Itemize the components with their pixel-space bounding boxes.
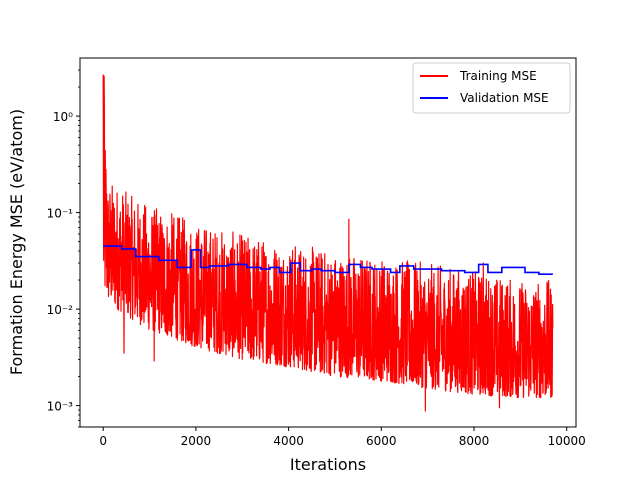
x-axis-title: Iterations	[290, 455, 366, 474]
y-tick-label: 10⁰	[53, 110, 73, 124]
x-tick-label: 2000	[181, 434, 212, 448]
x-tick-label: 4000	[273, 434, 304, 448]
x-tick-label: 8000	[459, 434, 490, 448]
x-tick-label: 10000	[548, 434, 586, 448]
legend-training-label: Training MSE	[459, 69, 537, 83]
legend-validation-label: Validation MSE	[460, 91, 549, 105]
training-mse-line	[102, 74, 554, 412]
y-tick-label: 10⁻¹	[47, 207, 74, 221]
y-tick-label: 10⁻³	[47, 400, 74, 414]
validation-mse-line	[103, 245, 553, 275]
legend: Training MSE Validation MSE	[412, 62, 571, 114]
y-axis: 10⁻³ 10⁻² 10⁻¹ 10⁰	[47, 69, 80, 428]
legend-box	[412, 62, 571, 114]
x-tick-label: 0	[99, 434, 107, 448]
plot-frame	[79, 57, 577, 428]
x-axis: 0 2000 4000 6000 8000 10000	[99, 427, 586, 448]
y-tick-label: 10⁻²	[47, 303, 74, 317]
x-tick-label: 6000	[366, 434, 397, 448]
y-axis-title: Formation Energy MSE (eV/atom)	[7, 109, 26, 375]
validation-series	[103, 245, 553, 275]
training-series	[102, 74, 554, 412]
